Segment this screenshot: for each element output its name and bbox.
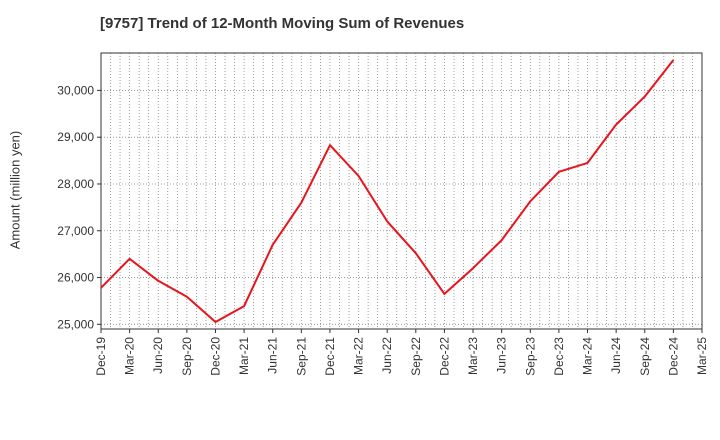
- x-tick-label: Jun-23: [495, 337, 509, 374]
- plot-border: [100, 52, 703, 330]
- x-tick-label: Sep-21: [294, 337, 308, 376]
- x-tick-label: Dec-22: [437, 337, 451, 376]
- x-tick-label: Mar-21: [237, 337, 251, 375]
- x-tick-label: Mar-22: [352, 337, 366, 375]
- x-tick-labels: Dec-19 Mar-20 Jun-20 Sep-20 Dec-20 Mar-21 Jun-…: [94, 337, 709, 376]
- x-tick-label: Jun-22: [380, 337, 394, 374]
- y-tick-label: 29,000: [57, 130, 94, 144]
- x-tick-label: Dec-20: [208, 337, 222, 376]
- chart-title: [9757] Trend of 12-Month Moving Sum of R…: [100, 15, 465, 32]
- x-tick-label: Mar-23: [466, 337, 480, 375]
- series-layer: [100, 59, 675, 323]
- y-tick-label: 25,000: [57, 317, 94, 331]
- x-tick-label: Dec-21: [323, 337, 337, 376]
- x-tick-label: Sep-24: [638, 337, 652, 376]
- x-tick-label: Mar-20: [123, 337, 137, 375]
- y-tick-label: 30,000: [57, 83, 94, 97]
- x-tick-label: Sep-22: [409, 337, 423, 376]
- series-line: [100, 59, 675, 323]
- plot-frame: [97, 52, 703, 333]
- y-tick-label: 26,000: [57, 271, 94, 285]
- x-tick-label: Sep-20: [180, 337, 194, 376]
- x-tick-label: Mar-25: [695, 337, 709, 375]
- x-tick-label: Dec-24: [666, 337, 680, 376]
- x-tick-label: Jun-20: [151, 337, 165, 374]
- y-tick-label: 27,000: [57, 224, 94, 238]
- x-tick-label: Dec-23: [552, 337, 566, 376]
- y-tick-label: 28,000: [57, 177, 94, 191]
- x-tick-label: Dec-19: [94, 337, 108, 376]
- x-tick-label: Mar-24: [581, 337, 595, 375]
- x-tick-label: Sep-23: [523, 337, 537, 376]
- x-tick-label: Jun-21: [266, 337, 280, 374]
- grid-layer: [101, 53, 702, 329]
- x-tick-label: Jun-24: [609, 337, 623, 374]
- y-tick-labels: 25,000 26,000 27,000 28,000 29,000 30,000: [57, 83, 94, 331]
